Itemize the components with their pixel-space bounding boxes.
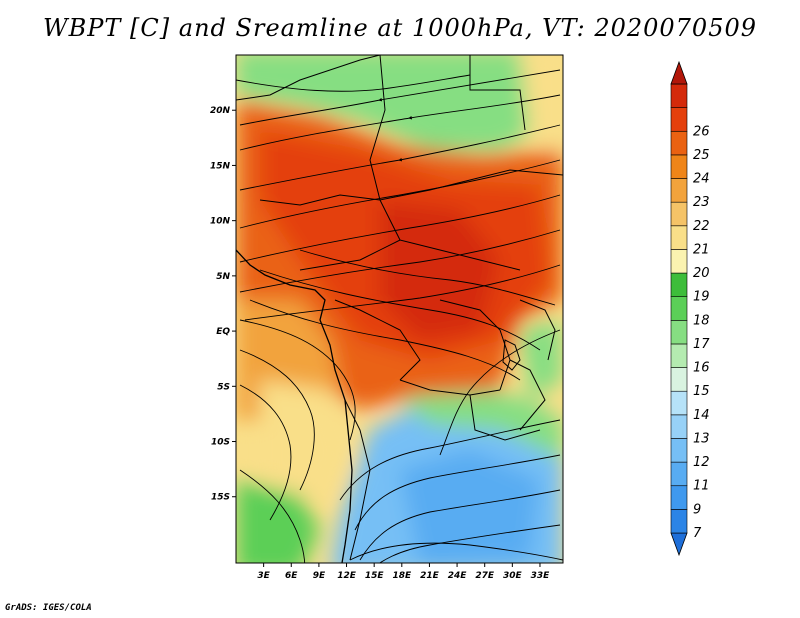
colorbar-label: 19 bbox=[693, 290, 710, 305]
country-boundaries bbox=[236, 55, 563, 561]
lon-tick-label: 3E bbox=[257, 571, 270, 581]
lon-tick-label: 30E bbox=[503, 571, 523, 581]
lake-outline bbox=[502, 339, 521, 371]
lon-tick-label: 12E bbox=[337, 571, 357, 581]
colorbar-swatch bbox=[670, 367, 688, 392]
longitude-axis: 3E 6E 9E 12E 15E 18E 21E 24E 27E 30E 33E bbox=[257, 563, 550, 581]
colorbar-label: 16 bbox=[693, 361, 710, 376]
colorbar-label: 9 bbox=[693, 502, 701, 517]
lon-tick-label: 15E bbox=[365, 571, 385, 581]
colorbar-swatch bbox=[670, 154, 688, 179]
colorbar-swatch bbox=[670, 461, 688, 487]
colorbar-swatch bbox=[670, 107, 688, 132]
colorbar-label: 25 bbox=[693, 148, 710, 163]
colorbar-swatch bbox=[670, 320, 688, 345]
lon-tick-label: 6E bbox=[285, 571, 298, 581]
colorbar-label: 20 bbox=[693, 266, 710, 281]
colorbar-swatch bbox=[670, 60, 688, 85]
colorbar-label: 13 bbox=[693, 431, 710, 446]
colorbar-swatch bbox=[670, 130, 688, 156]
colorbar-label: 7 bbox=[693, 526, 702, 541]
lon-tick-label: 21E bbox=[420, 571, 440, 581]
lon-tick-label: 24E bbox=[448, 571, 468, 581]
colorbar-label: 18 bbox=[693, 313, 710, 328]
coastline bbox=[236, 249, 353, 563]
colorbar-swatch bbox=[670, 83, 688, 108]
lon-tick-label: 27E bbox=[475, 571, 495, 581]
latitude-axis: 20N 15N 10N 5N EQ 5S 10S 15S bbox=[210, 106, 236, 503]
colorbar-label: 21 bbox=[693, 242, 710, 257]
lat-tick-label: 15N bbox=[210, 161, 231, 171]
colorbar-swatch bbox=[670, 390, 688, 416]
colorbar-swatch bbox=[670, 414, 688, 439]
colorbar-label: 12 bbox=[693, 455, 710, 470]
lon-tick-label: 18E bbox=[392, 571, 412, 581]
lat-tick-label: 10S bbox=[211, 438, 230, 448]
colorbar-label: 11 bbox=[693, 479, 710, 494]
lat-tick-label: 5N bbox=[216, 272, 230, 282]
colorbar-swatch bbox=[670, 201, 688, 227]
lat-tick-label: 5S bbox=[217, 382, 230, 392]
lon-tick-label: 33E bbox=[531, 571, 551, 581]
colorbar-swatch bbox=[670, 438, 688, 463]
lat-tick-label: 20N bbox=[210, 106, 231, 116]
colorbar-swatch bbox=[670, 178, 688, 203]
colorbar-label: 14 bbox=[693, 408, 710, 423]
lat-tick-label: EQ bbox=[216, 327, 230, 337]
colorbar-swatch bbox=[670, 249, 688, 274]
colorbar-swatch bbox=[670, 225, 688, 250]
colorbar-label: 26 bbox=[693, 124, 710, 139]
colorbar: 7 9 11 12 13 14 15 16 17 18 19 20 21 22 23 24 25 26 bbox=[670, 60, 710, 557]
colorbar-swatch bbox=[670, 272, 688, 297]
colorbar-swatch bbox=[670, 485, 688, 510]
streamlines bbox=[236, 69, 563, 563]
colorbar-label: 17 bbox=[693, 337, 710, 352]
lat-tick-label: 15S bbox=[211, 493, 230, 503]
grads-credit: GrADS: IGES/COLA bbox=[5, 603, 92, 613]
colorbar-swatch bbox=[670, 532, 688, 557]
map-frame bbox=[235, 54, 564, 564]
colorbar-swatch bbox=[670, 509, 688, 534]
colorbar-swatch bbox=[670, 343, 688, 368]
colorbar-label: 24 bbox=[693, 172, 710, 187]
colorbar-label: 15 bbox=[693, 384, 710, 399]
lat-tick-label: 10N bbox=[210, 217, 231, 227]
lon-tick-label: 9E bbox=[313, 571, 326, 581]
colorbar-label: 23 bbox=[693, 195, 710, 210]
chart-title: WBPT [C] and Sreamline at 1000hPa, VT: 2… bbox=[42, 14, 758, 42]
colorbar-swatch bbox=[670, 296, 688, 321]
colorbar-label: 22 bbox=[693, 219, 710, 234]
